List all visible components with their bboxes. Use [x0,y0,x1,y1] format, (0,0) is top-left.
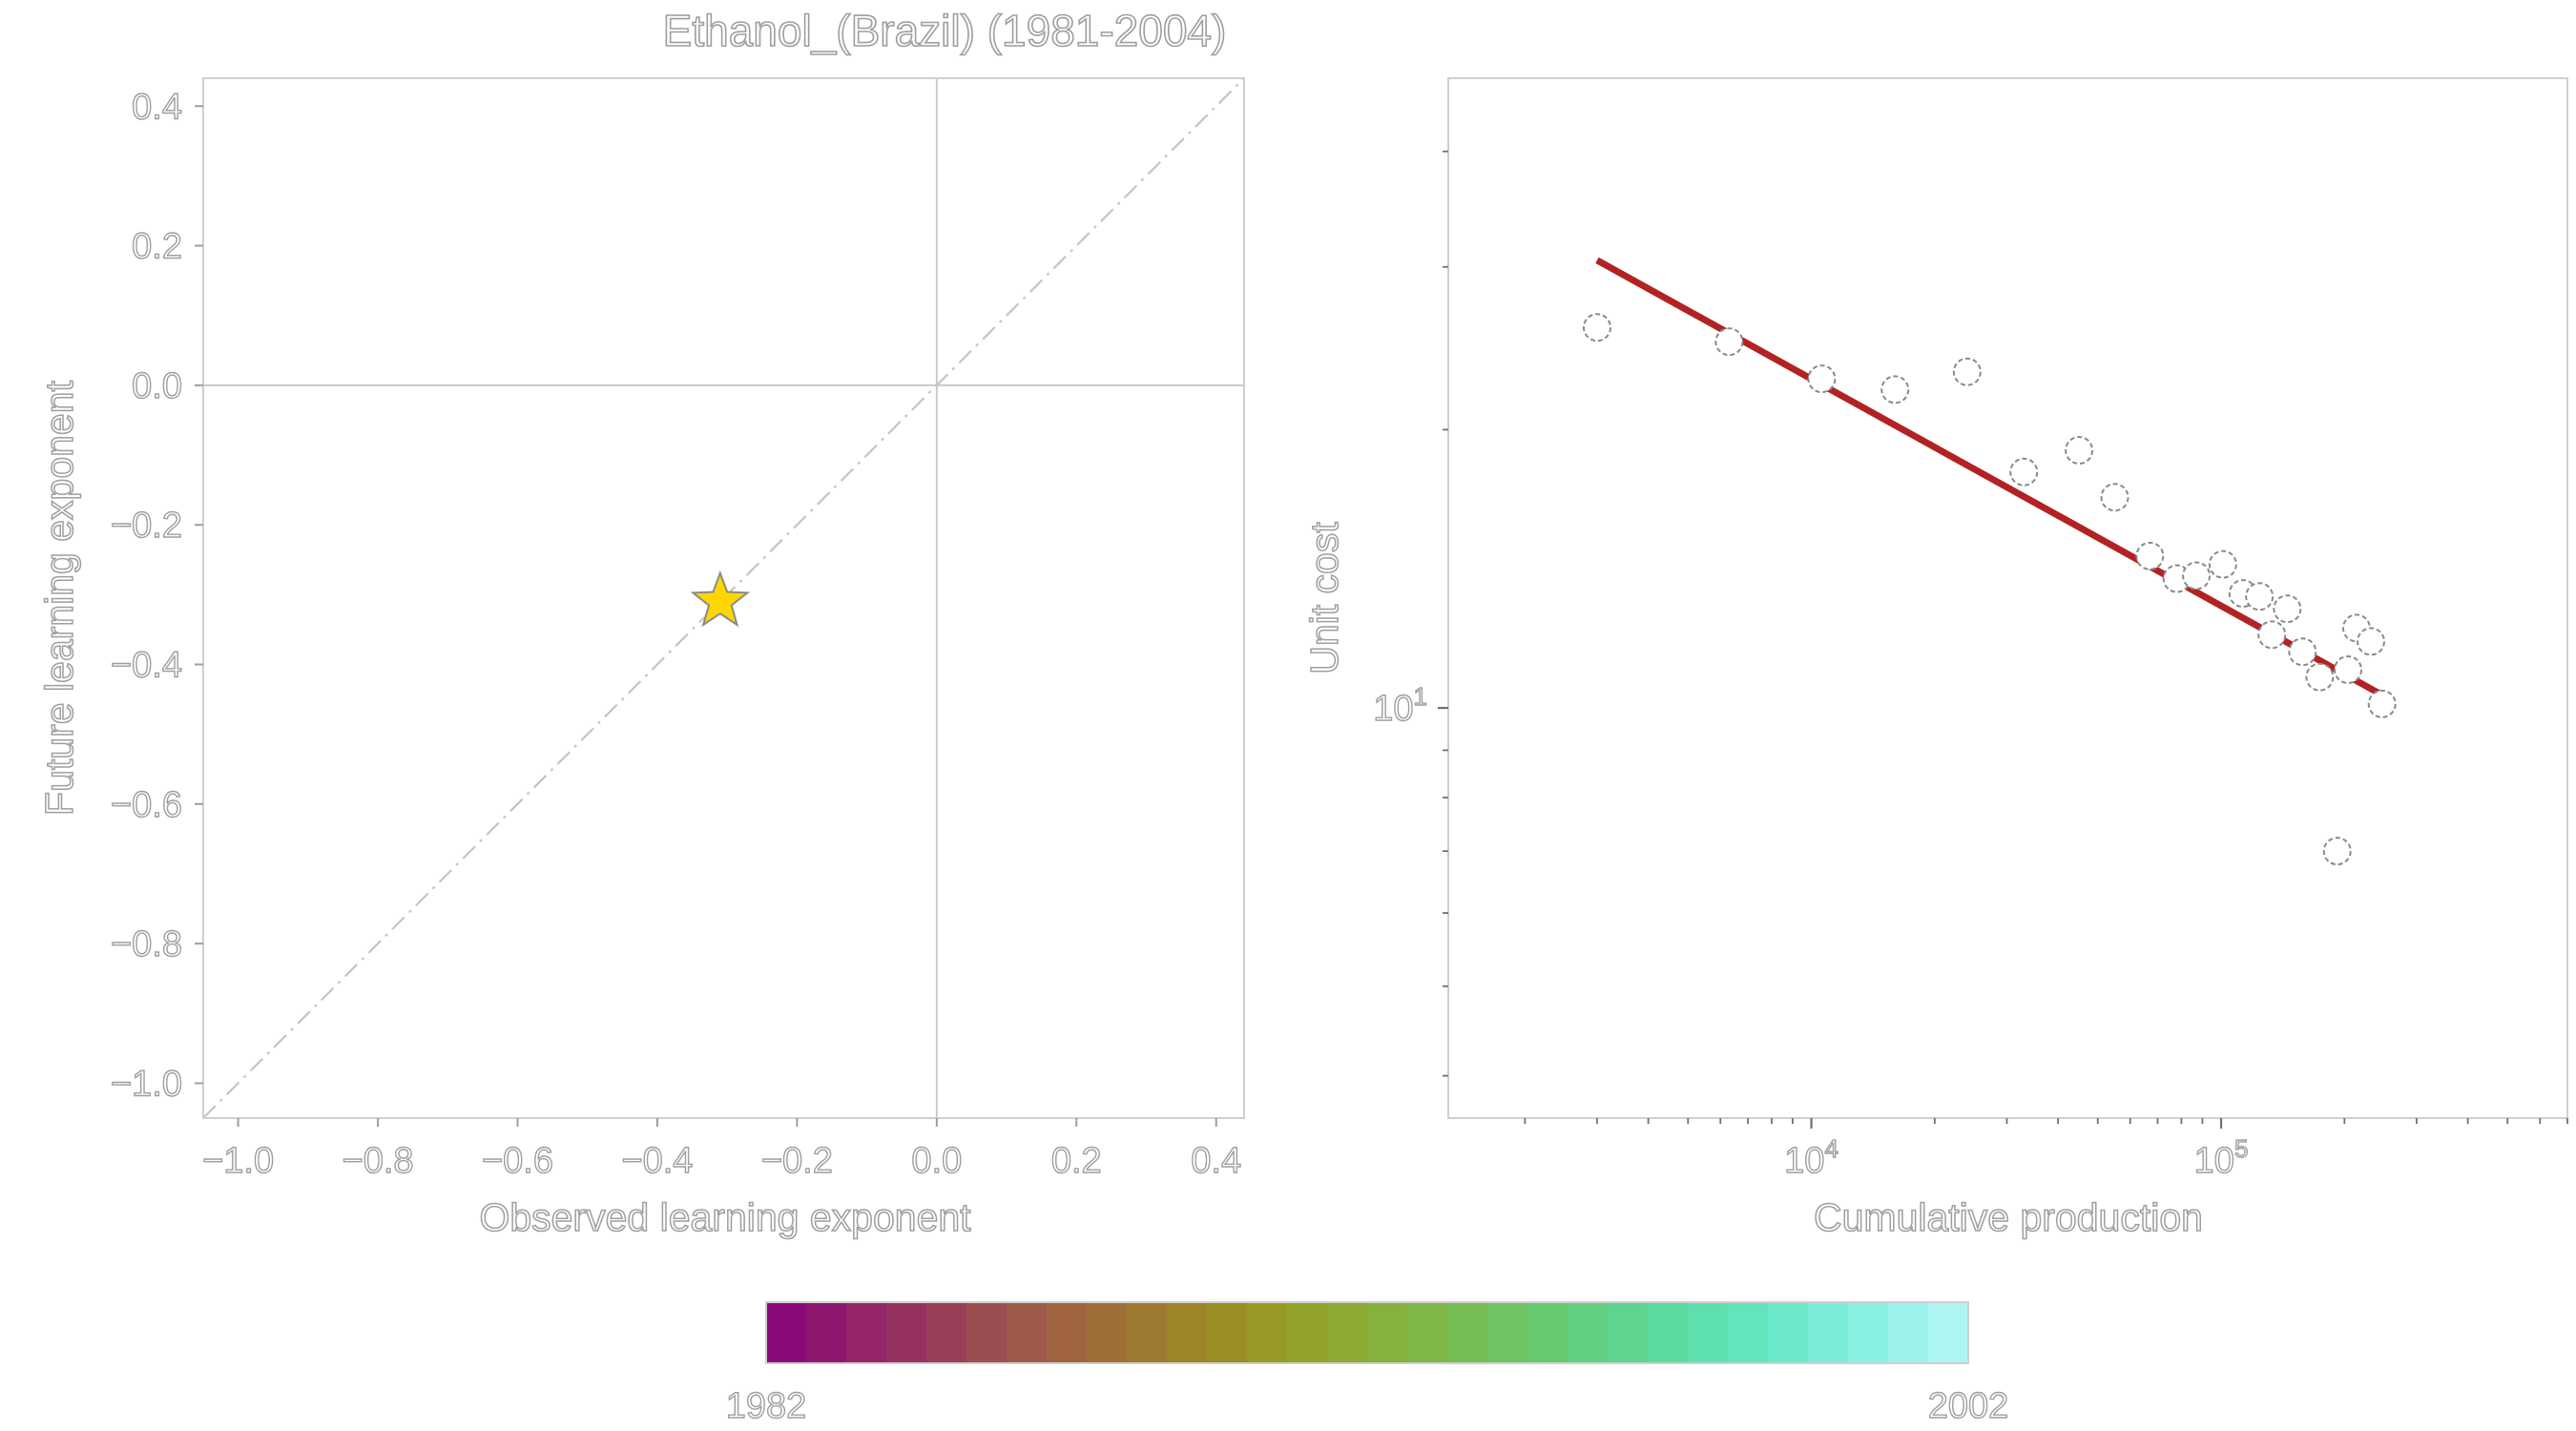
figure-title: Ethanol_(Brazil) (1981-2004) [663,6,1227,55]
colorbar-gradient [766,1302,1969,1363]
right-y-ticks: 101 [1373,150,1448,1077]
y-tick-label: 0.2 [132,227,182,267]
data-point [1582,313,1611,342]
y-tick-label: 101 [1373,682,1427,729]
colorbar-segment [886,1302,927,1363]
data-point [2135,541,2165,570]
star-point [690,570,751,628]
y-tick-label: −1.0 [111,1064,182,1104]
colorbar-segment [1407,1302,1448,1363]
colorbar-segment [1928,1302,1969,1363]
colorbar-segment [1447,1302,1488,1363]
right-points [1582,313,2397,866]
colorbar-segment [1848,1302,1889,1363]
colorbar-segment [1888,1302,1929,1363]
x-tick-label: −0.8 [343,1141,414,1181]
colorbar-segment [926,1302,967,1363]
y-tick-label: 0.4 [132,87,182,127]
colorbar-segment [1087,1302,1128,1363]
data-point [2009,457,2039,487]
x-tick-label: −1.0 [202,1141,274,1181]
colorbar-segment [1568,1302,1609,1363]
colorbar-segment [1487,1302,1528,1363]
data-point [2257,620,2287,650]
y-tick-label: −0.8 [111,924,182,964]
colorbar-segment [1327,1302,1368,1363]
data-point [2367,689,2397,718]
colorbar-segment [1207,1302,1248,1363]
colorbar-segment [1527,1302,1568,1363]
x-tick-label: 105 [2194,1134,2249,1181]
x-tick-label: 0.4 [1191,1141,1241,1181]
colorbar-segment [1367,1302,1408,1363]
data-point [2288,637,2317,667]
left-points [690,570,751,628]
data-point [2182,561,2212,591]
data-point [2357,627,2386,656]
colorbar-segment [1808,1302,1849,1363]
colorbar-segment [1127,1302,1168,1363]
data-point [1807,364,1837,394]
colorbar-max-label: 2002 [1928,1386,2009,1426]
data-point [2305,662,2335,692]
data-point [2322,837,2352,866]
right-plot-frame [1447,77,2568,1119]
y-tick-label: −0.6 [111,785,182,825]
x-tick-label: 0.2 [1051,1141,1102,1181]
colorbar-segment [1648,1302,1689,1363]
x-tick-label: 0.0 [911,1141,962,1181]
right-x-ticks: 104 105 [1524,1118,2568,1182]
x-tick-label: −0.6 [482,1141,553,1181]
y-tick-label: 0.0 [132,366,182,406]
colorbar-segment [1287,1302,1328,1363]
y-tick-label: −0.4 [111,645,182,685]
colorbar-segment [1167,1302,1208,1363]
data-point [2334,654,2363,684]
data-point [1880,375,1910,404]
x-tick-label: −0.4 [621,1141,693,1181]
left-x-axis-label: Observed learning exponent [479,1195,971,1239]
data-point [1952,357,1982,386]
right-x-axis-label: Cumulative production [1814,1195,2203,1239]
colorbar-segment [1047,1302,1088,1363]
y-tick-label: −0.2 [111,506,182,546]
data-point [1714,327,1744,357]
x-tick-label: −0.2 [761,1141,833,1181]
colorbar-frame [765,1301,1969,1364]
colorbar-segment [1728,1302,1769,1363]
colorbar-segment [766,1302,807,1363]
left-plot-frame [202,77,1245,1119]
data-point [2273,594,2302,624]
data-point [2208,550,2237,579]
colorbar-min-label: 1982 [726,1386,807,1426]
left-y-ticks: −1.0 −0.8 −0.6 −0.4 −0.2 0.0 0.2 0.4 [110,87,203,1105]
colorbar: 1982 2002 [725,1301,2009,1427]
x-tick-label: 104 [1784,1134,1839,1181]
left-x-ticks: −1.0 −0.8 −0.6 −0.4 −0.2 0.0 0.2 0.4 [201,1118,1242,1182]
data-point [2100,483,2129,512]
colorbar-segment [1688,1302,1729,1363]
colorbar-segment [1007,1302,1048,1363]
colorbar-segment [1768,1302,1809,1363]
left-y-axis-label: Future learning exponent [37,380,81,815]
data-point [2245,582,2275,612]
colorbar-segment [846,1302,887,1363]
data-point [2065,435,2094,465]
colorbar-segment [1608,1302,1649,1363]
colorbar-segment [966,1302,1008,1363]
right-y-axis-label: Unit cost [1302,522,1346,674]
colorbar-segment [1247,1302,1288,1363]
left-panel: −1.0 −0.8 −0.6 −0.4 −0.2 0.0 0.2 0.4 −1.0 −0.8 −0… [36,77,1245,1240]
colorbar-segment [806,1302,847,1363]
right-panel: 104 105 101 Cumulative production Unit co… [1301,77,2568,1240]
